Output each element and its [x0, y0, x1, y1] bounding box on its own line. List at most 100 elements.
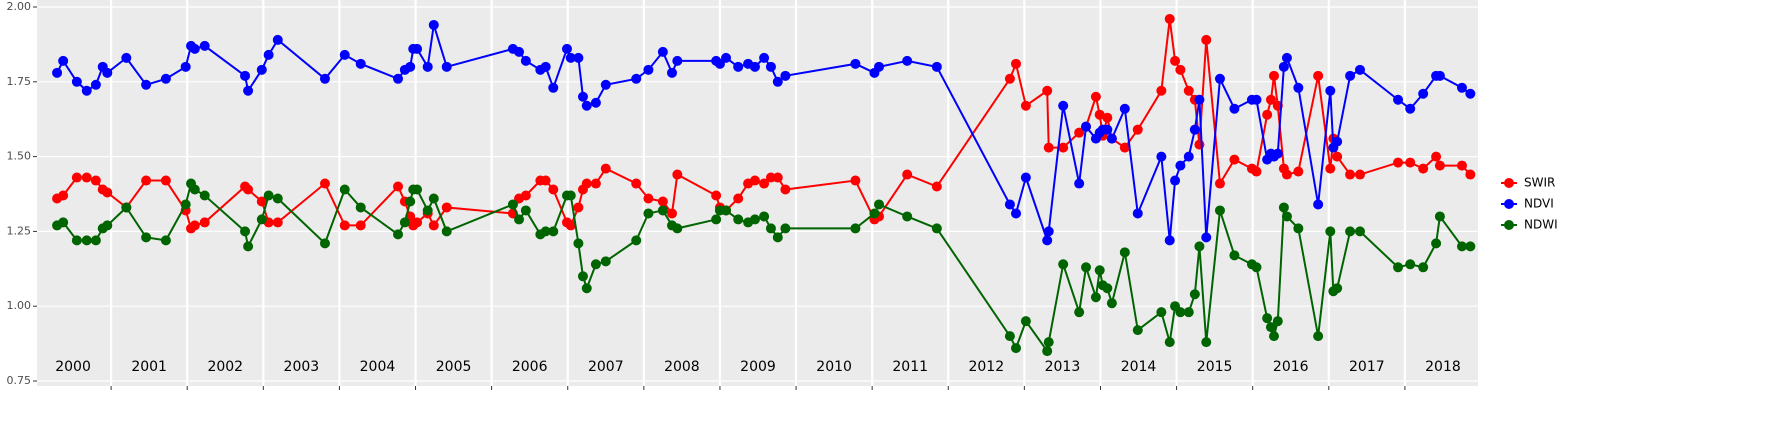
point	[393, 229, 404, 240]
point	[160, 73, 171, 84]
point	[721, 52, 732, 63]
year-label: 2002	[207, 359, 243, 375]
point	[1393, 94, 1404, 105]
point	[1345, 169, 1356, 180]
point	[573, 52, 584, 63]
point	[1132, 208, 1143, 219]
point	[102, 67, 113, 78]
point	[1278, 202, 1289, 213]
point	[199, 190, 210, 201]
point	[1042, 346, 1053, 357]
point	[749, 175, 760, 186]
point	[1164, 337, 1175, 348]
point	[573, 238, 584, 249]
point	[319, 73, 330, 84]
point	[52, 67, 63, 78]
year-label: 2007	[588, 359, 624, 375]
point	[1175, 307, 1186, 318]
point	[565, 52, 576, 63]
point	[160, 175, 171, 186]
point	[1004, 73, 1015, 84]
point	[355, 202, 366, 213]
point	[121, 52, 132, 63]
point	[1081, 262, 1092, 273]
y-tick-label: 1.50	[7, 150, 32, 163]
point	[1405, 259, 1416, 270]
point	[1175, 64, 1186, 75]
point	[540, 226, 551, 237]
point	[514, 214, 525, 225]
point	[765, 223, 776, 234]
point	[1183, 151, 1194, 162]
point	[672, 169, 683, 180]
point	[1164, 13, 1175, 24]
point	[141, 79, 152, 90]
point	[1189, 289, 1200, 300]
y-tick-label: 2.00	[7, 0, 32, 13]
point	[71, 172, 82, 183]
point	[573, 202, 584, 213]
y-tick-label: 1.25	[7, 224, 32, 237]
point	[590, 97, 601, 108]
point	[339, 49, 350, 60]
point	[1132, 325, 1143, 336]
point	[1272, 148, 1283, 159]
point	[850, 223, 861, 234]
point	[1265, 322, 1276, 333]
point	[1393, 262, 1404, 273]
point	[393, 73, 404, 84]
point	[1058, 142, 1069, 153]
point	[672, 55, 683, 66]
year-label: 2011	[892, 359, 928, 375]
point	[1431, 151, 1442, 162]
point	[1156, 85, 1167, 96]
point	[590, 259, 601, 270]
point	[1278, 61, 1289, 72]
point	[1268, 331, 1279, 342]
point	[319, 238, 330, 249]
year-label: 2012	[968, 359, 1004, 375]
year-label: 2018	[1425, 359, 1461, 375]
point	[58, 217, 69, 228]
y-tick-label: 0.75	[7, 374, 32, 387]
point	[874, 199, 885, 210]
point	[1354, 169, 1365, 180]
point	[141, 232, 152, 243]
point	[428, 19, 439, 30]
point	[548, 184, 559, 195]
point	[1004, 199, 1015, 210]
point	[1090, 292, 1101, 303]
point	[1106, 298, 1117, 309]
point	[1456, 160, 1467, 171]
point	[240, 226, 251, 237]
point	[428, 193, 439, 204]
point	[1106, 133, 1117, 144]
point	[902, 55, 913, 66]
point	[405, 61, 416, 72]
year-label: 2001	[131, 359, 167, 375]
point	[189, 43, 200, 54]
point	[1465, 241, 1476, 252]
point	[600, 256, 611, 267]
legend-label: NDWI	[1524, 218, 1558, 232]
point	[520, 205, 531, 216]
point	[548, 226, 559, 237]
point	[1293, 223, 1304, 234]
point	[1094, 265, 1105, 276]
point	[520, 190, 531, 201]
point	[1405, 157, 1416, 168]
point	[581, 178, 592, 189]
point	[90, 79, 101, 90]
point	[256, 196, 267, 207]
point	[1183, 307, 1194, 318]
legend-key	[1504, 178, 1514, 188]
point	[1170, 55, 1181, 66]
point	[180, 61, 191, 72]
point	[874, 61, 885, 72]
point	[1281, 211, 1292, 222]
point	[1268, 70, 1279, 81]
point	[772, 172, 783, 183]
point	[81, 172, 92, 183]
point	[643, 64, 654, 75]
